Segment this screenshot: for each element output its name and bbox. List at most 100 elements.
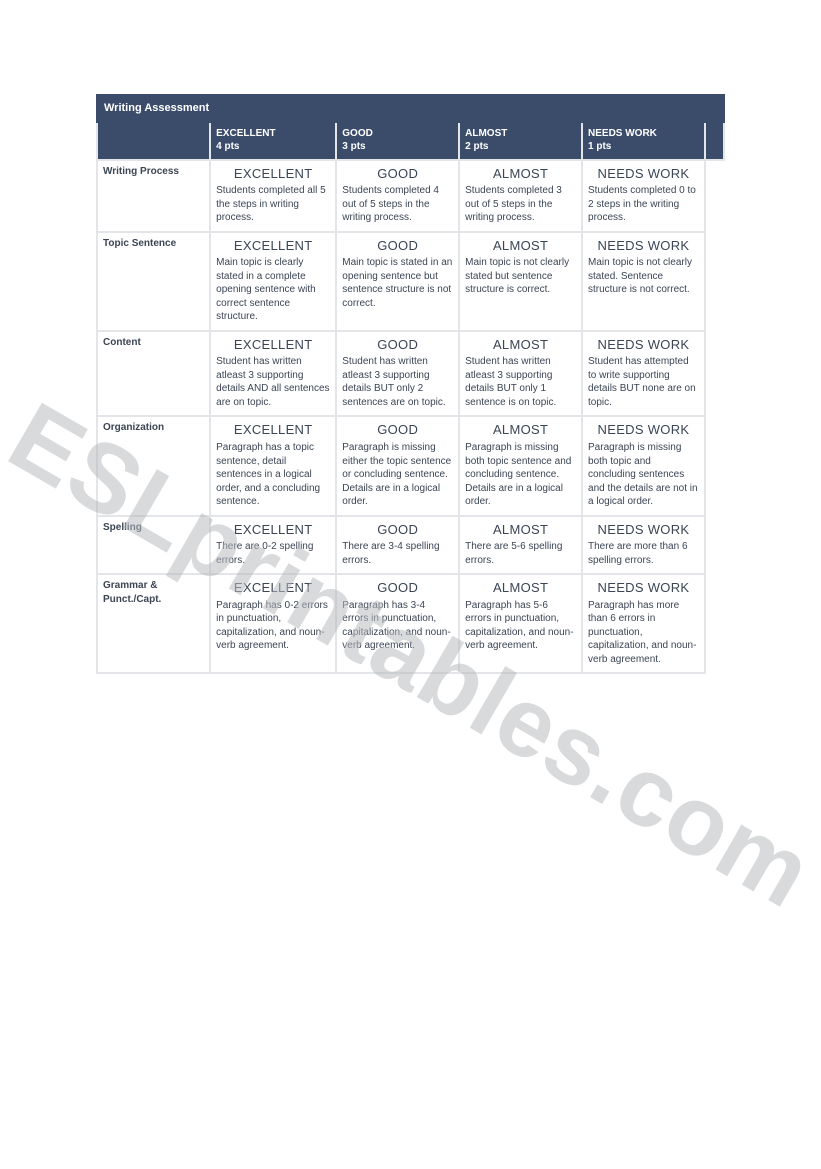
header-label: GOOD: [342, 128, 373, 139]
cell-level: GOOD: [342, 336, 453, 354]
cell-desc: Paragraph has 5-6 errors in punctuation,…: [465, 599, 576, 653]
cell: GOOD Paragraph has 3-4 errors in punctuat…: [336, 574, 459, 673]
cell: ALMOSTStudents completed 3 out of 5 step…: [459, 160, 582, 232]
cell: NEEDS WORKStudents completed 0 to 2 step…: [582, 160, 705, 232]
cell: EXCELLENT Paragraph has 0-2 errors in pun…: [210, 574, 336, 673]
cell: NEEDS WORKThere are more than 6 spelling…: [582, 516, 705, 575]
cell: EXCELLENTThere are 0-2 spelling errors.: [210, 516, 336, 575]
table-row: Content EXCELLENTStudent has written atl…: [97, 331, 724, 417]
header-pts: 2 pts: [465, 140, 576, 154]
cell: NEEDS WORK Paragraph has more than 6 erro…: [582, 574, 705, 673]
cell-desc: Paragraph has 3-4 errors in punctuation,…: [342, 599, 453, 653]
cell: GOODStudents completed 4 out of 5 steps …: [336, 160, 459, 232]
cell: EXCELLENT Paragraph has a topic sentence,…: [210, 416, 336, 515]
cell-desc: Students completed all 5 the steps in wr…: [216, 184, 330, 225]
cell-desc: Student has written atleast 3 supporting…: [342, 355, 453, 409]
rubric-table: Writing Assessment EXCELLENT 4 pts GOOD …: [96, 94, 725, 674]
table-row: Spelling EXCELLENTThere are 0-2 spelling…: [97, 516, 724, 575]
cell: ALMOST Paragraph has 5-6 errors in punctu…: [459, 574, 582, 673]
cell-level: GOOD: [342, 165, 453, 183]
rubric-header-row: EXCELLENT 4 pts GOOD 3 pts ALMOST 2 pts …: [97, 122, 724, 160]
cell-level: GOOD: [342, 421, 453, 439]
header-stub-right: [705, 122, 724, 160]
cell: EXCELLENTStudents completed all 5 the st…: [210, 160, 336, 232]
header-label: EXCELLENT: [216, 128, 275, 139]
cell-desc: Paragraph is missing either the topic se…: [342, 441, 453, 509]
cell-level: ALMOST: [465, 521, 576, 539]
row-name: Topic Sentence: [97, 232, 210, 331]
cell-desc: There are 5-6 spelling errors.: [465, 540, 576, 567]
header-label: NEEDS WORK: [588, 128, 657, 139]
cell-desc: Students completed 4 out of 5 steps in t…: [342, 184, 453, 225]
cell-desc: Student has attempted to write supportin…: [588, 355, 699, 409]
row-name: Spelling: [97, 516, 210, 575]
cell: ALMOSTThere are 5-6 spelling errors.: [459, 516, 582, 575]
cell-desc: Student has written atleast 3 supporting…: [465, 355, 576, 409]
header-pts: 1 pts: [588, 140, 699, 154]
table-row: Topic Sentence EXCELLENTMain topic is cl…: [97, 232, 724, 331]
cell-desc: Main topic is not clearly stated but sen…: [465, 256, 576, 297]
cell-level: EXCELLENT: [216, 237, 330, 255]
cell-level: NEEDS WORK: [588, 421, 699, 439]
cell: ALMOSTStudent has written atleast 3 supp…: [459, 331, 582, 417]
cell: GOODThere are 3-4 spelling errors.: [336, 516, 459, 575]
cell-level: ALMOST: [465, 237, 576, 255]
header-col-good: GOOD 3 pts: [336, 122, 459, 160]
cell-desc: Paragraph is missing both topic and conc…: [588, 441, 699, 509]
cell-desc: Paragraph has a topic sentence, detail s…: [216, 441, 330, 509]
cell-desc: There are more than 6 spelling errors.: [588, 540, 699, 567]
table-row: Organization EXCELLENT Paragraph has a to…: [97, 416, 724, 515]
cell-level: NEEDS WORK: [588, 237, 699, 255]
cell-level: GOOD: [342, 237, 453, 255]
cell-level: EXCELLENT: [216, 421, 330, 439]
header-col-almost: ALMOST 2 pts: [459, 122, 582, 160]
cell-level: NEEDS WORK: [588, 579, 699, 597]
cell-level: GOOD: [342, 579, 453, 597]
header-label: ALMOST: [465, 128, 507, 139]
cell-desc: Paragraph has 0-2 errors in punctuation,…: [216, 599, 330, 653]
header-pts: 4 pts: [216, 140, 330, 154]
cell-level: EXCELLENT: [216, 521, 330, 539]
rubric-title: Writing Assessment: [97, 95, 724, 122]
cell-desc: There are 0-2 spelling errors.: [216, 540, 330, 567]
table-row: Grammar & Punct./Capt. EXCELLENT Paragrap…: [97, 574, 724, 673]
cell-desc: Students completed 0 to 2 steps in the w…: [588, 184, 699, 225]
cell: EXCELLENTMain topic is clearly stated in…: [210, 232, 336, 331]
cell-level: NEEDS WORK: [588, 165, 699, 183]
cell: GOODStudent has written atleast 3 suppor…: [336, 331, 459, 417]
cell-level: NEEDS WORK: [588, 521, 699, 539]
row-name: Writing Process: [97, 160, 210, 232]
cell-level: EXCELLENT: [216, 336, 330, 354]
cell-level: GOOD: [342, 521, 453, 539]
header-blank: [97, 122, 210, 160]
cell-level: EXCELLENT: [216, 165, 330, 183]
cell-desc: Paragraph is missing both topic sentence…: [465, 441, 576, 509]
cell-desc: Paragraph has more than 6 errors in punc…: [588, 599, 699, 667]
cell-desc: Main topic is not clearly stated. Senten…: [588, 256, 699, 297]
cell-desc: There are 3-4 spelling errors.: [342, 540, 453, 567]
cell-level: ALMOST: [465, 421, 576, 439]
cell-level: ALMOST: [465, 165, 576, 183]
cell-desc: Main topic is clearly stated in a comple…: [216, 256, 330, 324]
cell-level: ALMOST: [465, 579, 576, 597]
cell-desc: Student has written atleast 3 supporting…: [216, 355, 330, 409]
cell-level: NEEDS WORK: [588, 336, 699, 354]
rubric-title-row: Writing Assessment: [97, 95, 724, 122]
cell-level: ALMOST: [465, 336, 576, 354]
cell: NEEDS WORK Paragraph is missing both topi…: [582, 416, 705, 515]
cell: ALMOSTMain topic is not clearly stated b…: [459, 232, 582, 331]
cell: NEEDS WORKStudent has attempted to write…: [582, 331, 705, 417]
cell-desc: Students completed 3 out of 5 steps in t…: [465, 184, 576, 225]
cell: NEEDS WORKMain topic is not clearly stat…: [582, 232, 705, 331]
row-name: Grammar & Punct./Capt.: [97, 574, 210, 673]
page: Writing Assessment EXCELLENT 4 pts GOOD …: [0, 0, 821, 1169]
cell-level: EXCELLENT: [216, 579, 330, 597]
row-name: Organization: [97, 416, 210, 515]
header-col-excellent: EXCELLENT 4 pts: [210, 122, 336, 160]
cell: GOODMain topic is stated in an opening s…: [336, 232, 459, 331]
header-col-needswork: NEEDS WORK 1 pts: [582, 122, 705, 160]
cell: GOOD Paragraph is missing either the topi…: [336, 416, 459, 515]
header-pts: 3 pts: [342, 140, 453, 154]
cell-desc: Main topic is stated in an opening sente…: [342, 256, 453, 310]
table-row: Writing Process EXCELLENTStudents comple…: [97, 160, 724, 232]
